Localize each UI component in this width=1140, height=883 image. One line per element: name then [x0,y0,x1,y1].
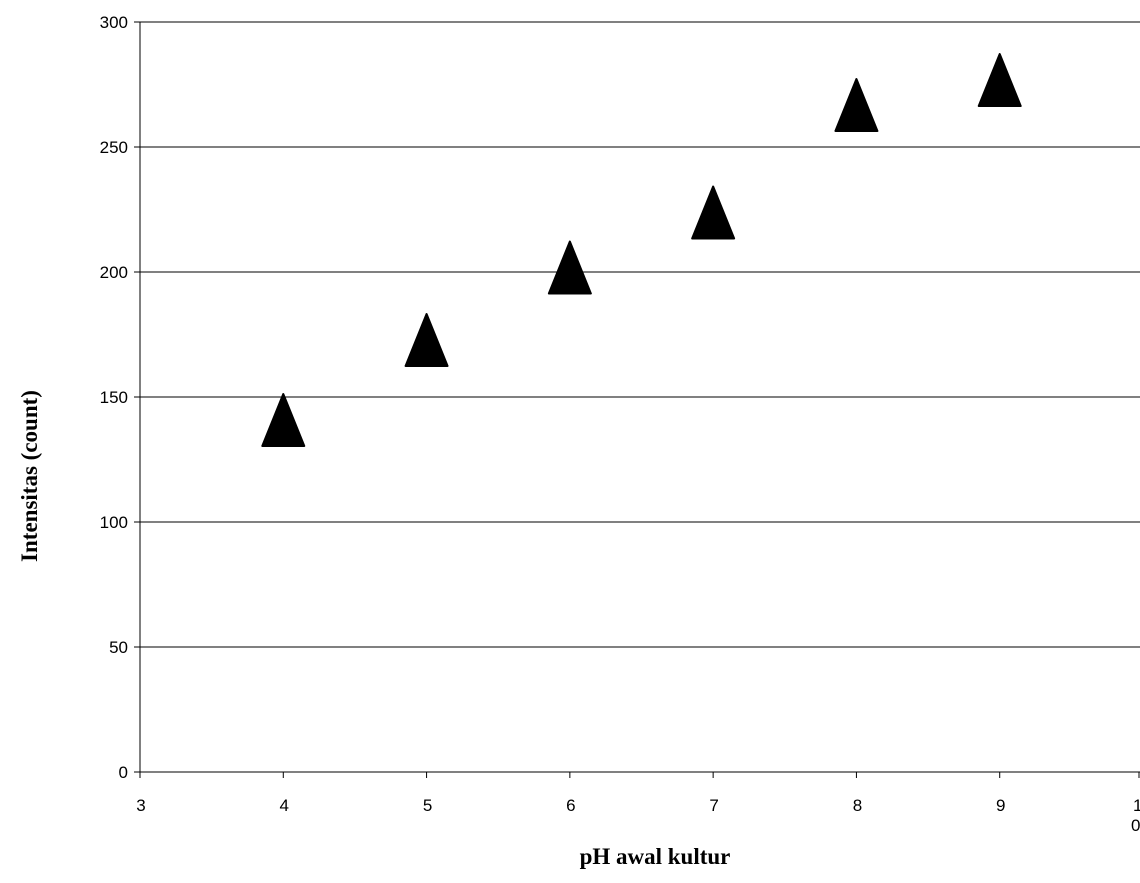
data-point-marker [404,313,449,367]
x-tick-label: 4 [280,796,289,815]
y-tick-label: 0 [119,763,128,782]
y-tick-label: 200 [100,263,128,282]
gridlines [140,21,1140,648]
data-point-marker [691,185,736,240]
y-axis-ticks: 0 50 100 150 200 250 300 [100,13,140,782]
x-axis-ticks: 3 4 5 6 7 8 9 10 [136,772,1140,835]
data-points [261,53,1022,447]
data-point-marker [834,78,879,132]
data-point-marker [977,53,1022,107]
x-tick-label: 7 [709,796,718,815]
y-axis-title: Intensitas (count) [17,390,42,562]
y-tick-label: 100 [100,513,128,532]
x-tick-label: 5 [423,796,432,815]
x-tick-label: 9 [996,796,1005,815]
x-axis-title: pH awal kultur [580,844,731,869]
y-tick-label: 50 [109,638,128,657]
y-tick-label: 150 [100,388,128,407]
data-point-marker [547,240,592,295]
y-tick-label: 250 [100,138,128,157]
y-tick-label: 300 [100,13,128,32]
data-point-marker [261,393,306,447]
x-tick-label: 8 [853,796,862,815]
x-tick-label: 6 [566,796,575,815]
x-tick-label-last-line1: 1 [1133,796,1140,815]
x-tick-label: 3 [136,796,145,815]
x-tick-label-last-line2: 0 [1131,816,1140,835]
